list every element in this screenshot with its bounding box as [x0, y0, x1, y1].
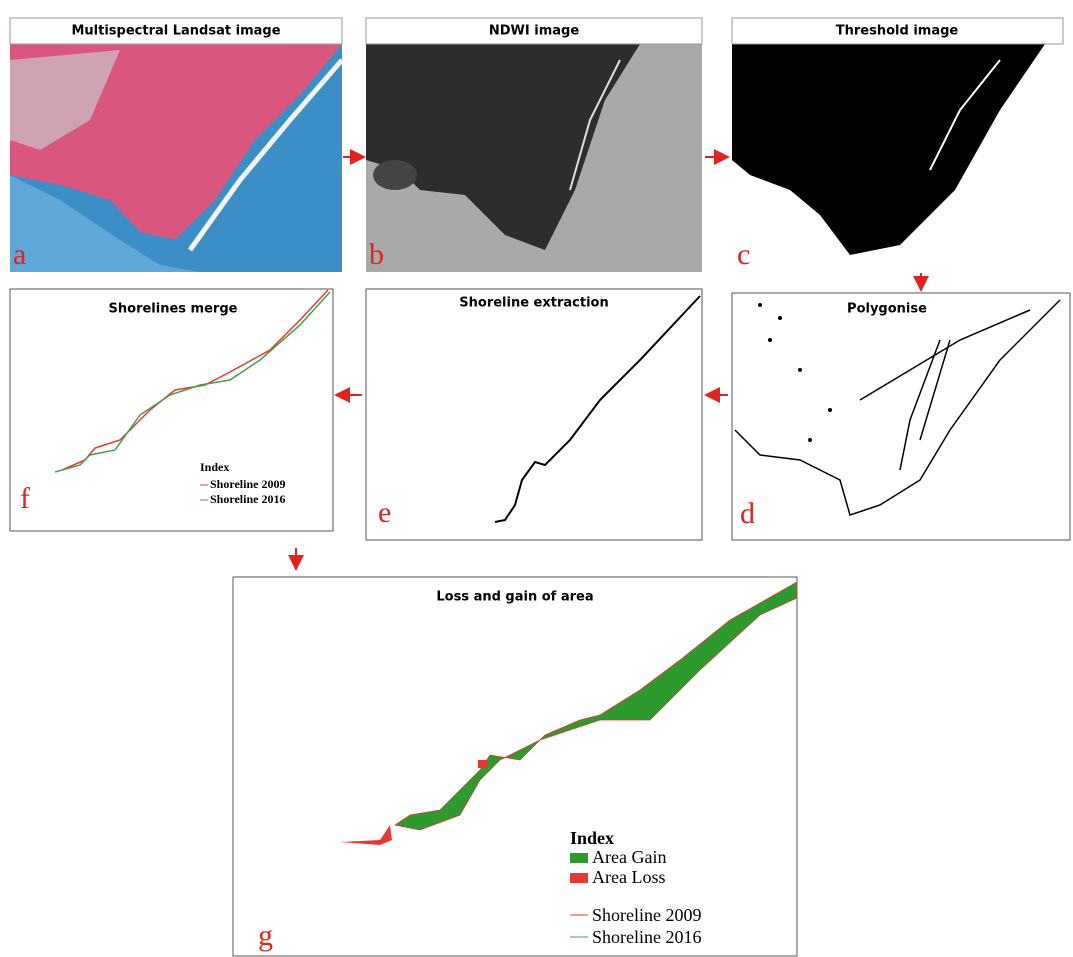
panel-f: Shorelines merge Index Shoreline 2009 Sh… [10, 289, 333, 531]
panel-title: Shoreline extraction [459, 296, 608, 311]
panel-title: Shorelines merge [109, 302, 238, 317]
panel-c: Threshold image c [732, 18, 1063, 272]
legend-item: Shoreline 2016 [592, 927, 702, 947]
panel-letter: b [369, 238, 384, 271]
legend-item: Shoreline 2009 [210, 477, 285, 491]
legend-item: Shoreline 2009 [592, 905, 702, 925]
legend-item: Shoreline 2016 [210, 492, 285, 506]
legend-heading: Index [200, 460, 229, 474]
panel-letter: c [737, 238, 750, 271]
panel-a: Multispectral Landsat image a [10, 18, 342, 272]
legend-item: Area Loss [592, 867, 665, 887]
panel-b: NDWI image b [366, 18, 702, 272]
figure: Multispectral Landsat image a NDWI image… [0, 0, 1073, 957]
legend-item: Area Gain [592, 847, 666, 867]
panel-title: Threshold image [836, 24, 959, 39]
panel-title: Multispectral Landsat image [71, 24, 280, 39]
panel-e: Shoreline extraction e [366, 289, 702, 540]
panel-title: Loss and gain of area [436, 590, 593, 605]
panel-letter: a [13, 238, 26, 271]
panel-letter: e [378, 496, 391, 529]
panel-title: NDWI image [489, 24, 579, 39]
panel-d: Polygonise d [732, 293, 1070, 540]
panel-letter: f [20, 482, 30, 515]
legend-heading: Index [570, 828, 614, 848]
panel-title: Polygonise [847, 302, 927, 317]
panel-letter: d [740, 497, 755, 530]
panel-g: Loss and gain of area Index Area Gain Ar… [233, 577, 797, 956]
panel-letter: g [258, 919, 273, 952]
